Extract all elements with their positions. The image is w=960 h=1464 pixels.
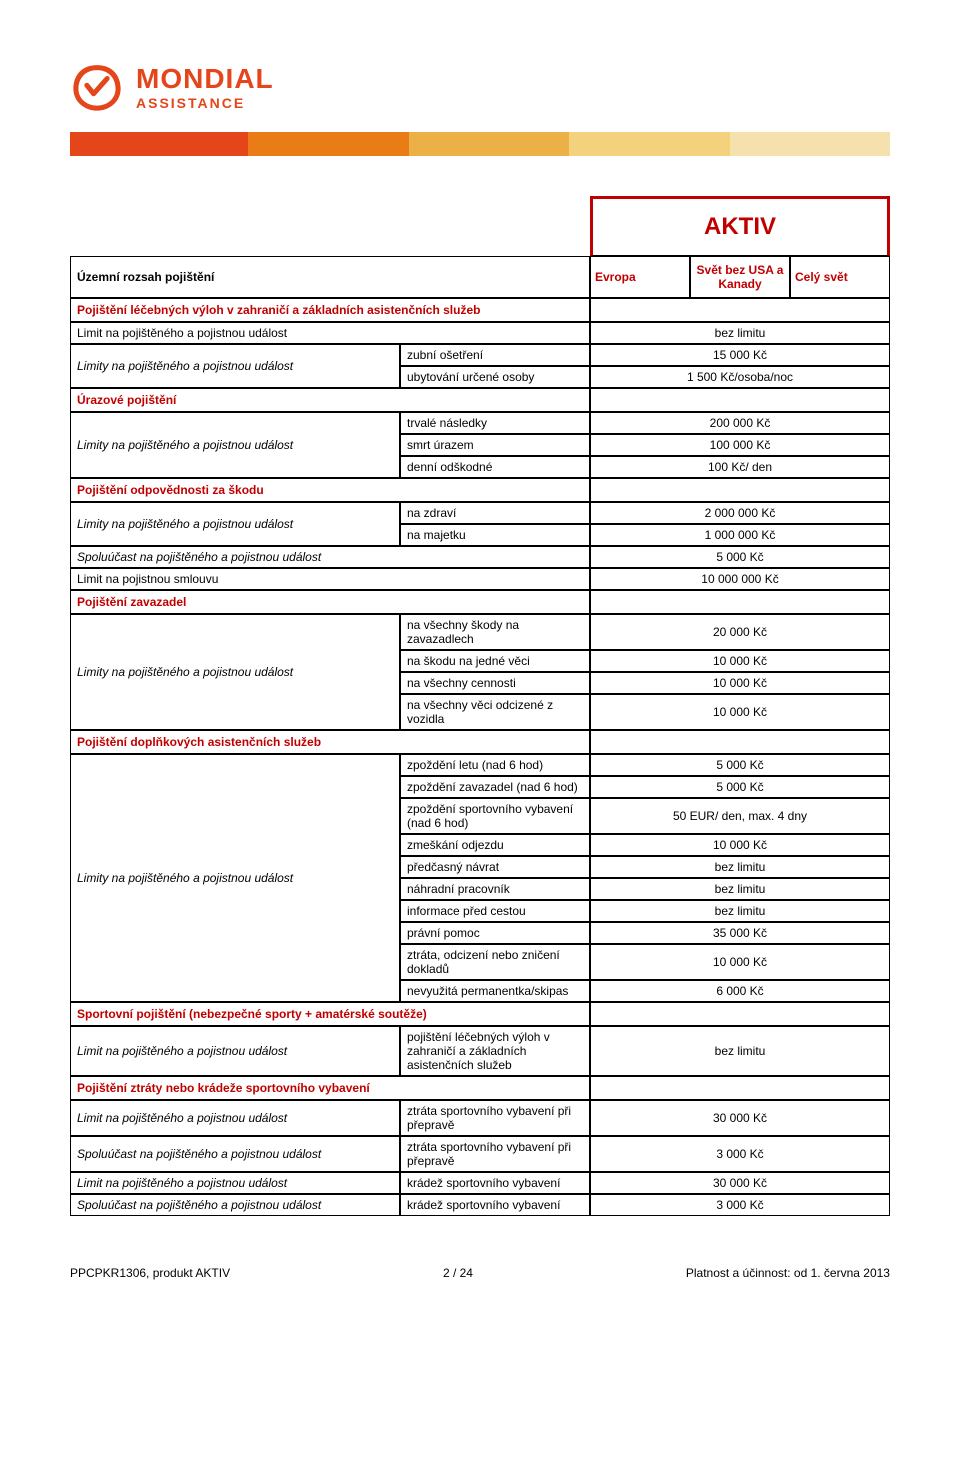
section-header: Pojištění ztráty nebo krádeže sportovníh… xyxy=(70,1076,590,1100)
row-desc: smrt úrazem xyxy=(400,434,590,456)
row-value: 10 000 000 Kč xyxy=(590,568,890,590)
row-desc: na škodu na jedné věci xyxy=(400,650,590,672)
region-2: Celý svět xyxy=(790,256,890,298)
brand-name: MONDIAL xyxy=(136,63,274,95)
row-desc: zpoždění letu (nad 6 hod) xyxy=(400,754,590,776)
row-value: 100 Kč/ den xyxy=(590,456,890,478)
row-value: 5 000 Kč xyxy=(590,546,890,568)
row-desc: právní pomoc xyxy=(400,922,590,944)
group-label: Spoluúčast na pojištěného a pojistnou ud… xyxy=(70,1194,400,1216)
row-value: 35 000 Kč xyxy=(590,922,890,944)
row-value: 6 000 Kč xyxy=(590,980,890,1002)
page: MONDIAL ASSISTANCE AKTIV Územní rozsah p… xyxy=(0,0,960,1320)
brand-sub: ASSISTANCE xyxy=(136,95,274,111)
row-desc: zpoždění zavazadel (nad 6 hod) xyxy=(400,776,590,798)
footer: PPCPKR1306, produkt AKTIV 2 / 24 Platnos… xyxy=(70,1216,890,1280)
row-value: bez limitu xyxy=(590,1026,890,1076)
row-value: 10 000 Kč xyxy=(590,694,890,730)
row-value: 10 000 Kč xyxy=(590,650,890,672)
row-value: 5 000 Kč xyxy=(590,776,890,798)
row-value: 200 000 Kč xyxy=(590,412,890,434)
row-value: 50 EUR/ den, max. 4 dny xyxy=(590,798,890,834)
group-label: Spoluúčast na pojištěného a pojistnou ud… xyxy=(70,1136,400,1172)
row-desc: na všechny cennosti xyxy=(400,672,590,694)
logo-block: MONDIAL ASSISTANCE xyxy=(70,60,890,114)
row-desc: na majetku xyxy=(400,524,590,546)
row-desc: krádež sportovního vybavení xyxy=(400,1172,590,1194)
product-title: AKTIV xyxy=(590,196,890,256)
group-label: Limity na pojištěného a pojistnou událos… xyxy=(70,412,400,478)
group-label: Limity na pojištěného a pojistnou událos… xyxy=(70,754,400,1002)
row-desc: na všechny škody na zavazadlech xyxy=(400,614,590,650)
row-value: bez limitu xyxy=(590,900,890,922)
section-header: Pojištění léčebných výloh v zahraničí a … xyxy=(70,298,590,322)
row-desc: pojištění léčebných výloh v zahraničí a … xyxy=(400,1026,590,1076)
row-desc: náhradní pracovník xyxy=(400,878,590,900)
row-value: 2 000 000 Kč xyxy=(590,502,890,524)
group-label: Limity na pojištěného a pojistnou událos… xyxy=(70,344,400,388)
footer-left: PPCPKR1306, produkt AKTIV xyxy=(70,1266,230,1280)
row-desc: trvalé následky xyxy=(400,412,590,434)
row-value: 1 500 Kč/osoba/noc xyxy=(590,366,890,388)
group-label: Limit na pojištěného a pojistnou událost xyxy=(70,1100,400,1136)
section-header: Sportovní pojištění (nebezpečné sporty +… xyxy=(70,1002,590,1026)
row-label: Limit na pojistnou smlouvu xyxy=(70,568,590,590)
row-value: 10 000 Kč xyxy=(590,834,890,856)
group-label: Limit na pojištěného a pojistnou událost xyxy=(70,1026,400,1076)
coverage-table: AKTIV Územní rozsah pojištění Evropa Svě… xyxy=(70,196,890,1216)
scope-label: Územní rozsah pojištění xyxy=(70,256,590,298)
group-label: Limity na pojištěného a pojistnou událos… xyxy=(70,614,400,730)
row-value: 3 000 Kč xyxy=(590,1194,890,1216)
row-desc: ztráta sportovního vybavení při přepravě xyxy=(400,1136,590,1172)
row-desc: na zdraví xyxy=(400,502,590,524)
row-value: 30 000 Kč xyxy=(590,1172,890,1194)
section-header: Pojištění doplňkových asistenčních služe… xyxy=(70,730,590,754)
region-1: Svět bez USA a Kanady xyxy=(690,256,790,298)
logo-icon xyxy=(70,60,124,114)
row-desc: zubní ošetření xyxy=(400,344,590,366)
row-value: 15 000 Kč xyxy=(590,344,890,366)
row-value: bez limitu xyxy=(590,856,890,878)
row-desc: denní odškodné xyxy=(400,456,590,478)
row-desc: ztráta sportovního vybavení při přepravě xyxy=(400,1100,590,1136)
section-header: Pojištění zavazadel xyxy=(70,590,590,614)
section-header: Úrazové pojištění xyxy=(70,388,590,412)
section-header: Pojištění odpovědnosti za škodu xyxy=(70,478,590,502)
row-desc: informace před cestou xyxy=(400,900,590,922)
color-bar xyxy=(70,132,890,156)
row-value: 1 000 000 Kč xyxy=(590,524,890,546)
row-value: 5 000 Kč xyxy=(590,754,890,776)
footer-right: Platnost a účinnost: od 1. června 2013 xyxy=(686,1266,890,1280)
row-value: 20 000 Kč xyxy=(590,614,890,650)
row-desc: nevyužitá permanentka/skipas xyxy=(400,980,590,1002)
row-label: Spoluúčast na pojištěného a pojistnou ud… xyxy=(70,546,590,568)
group-label: Limit na pojištěného a pojistnou událost xyxy=(70,1172,400,1194)
row-desc: krádež sportovního vybavení xyxy=(400,1194,590,1216)
row-value: 3 000 Kč xyxy=(590,1136,890,1172)
row-value: bez limitu xyxy=(590,878,890,900)
region-0: Evropa xyxy=(590,256,690,298)
row-desc: zmeškání odjezdu xyxy=(400,834,590,856)
footer-center: 2 / 24 xyxy=(443,1266,473,1280)
row-desc: na všechny věci odcizené z vozidla xyxy=(400,694,590,730)
row-desc: zpoždění sportovního vybavení (nad 6 hod… xyxy=(400,798,590,834)
row-value: 100 000 Kč xyxy=(590,434,890,456)
group-label: Limity na pojištěného a pojistnou událos… xyxy=(70,502,400,546)
row-desc: ubytování určené osoby xyxy=(400,366,590,388)
row-value: bez limitu xyxy=(590,322,890,344)
row-value: 30 000 Kč xyxy=(590,1100,890,1136)
row-label: Limit na pojištěného a pojistnou událost xyxy=(70,322,590,344)
row-desc: předčasný návrat xyxy=(400,856,590,878)
row-value: 10 000 Kč xyxy=(590,672,890,694)
row-value: 10 000 Kč xyxy=(590,944,890,980)
row-desc: ztráta, odcizení nebo zničení dokladů xyxy=(400,944,590,980)
